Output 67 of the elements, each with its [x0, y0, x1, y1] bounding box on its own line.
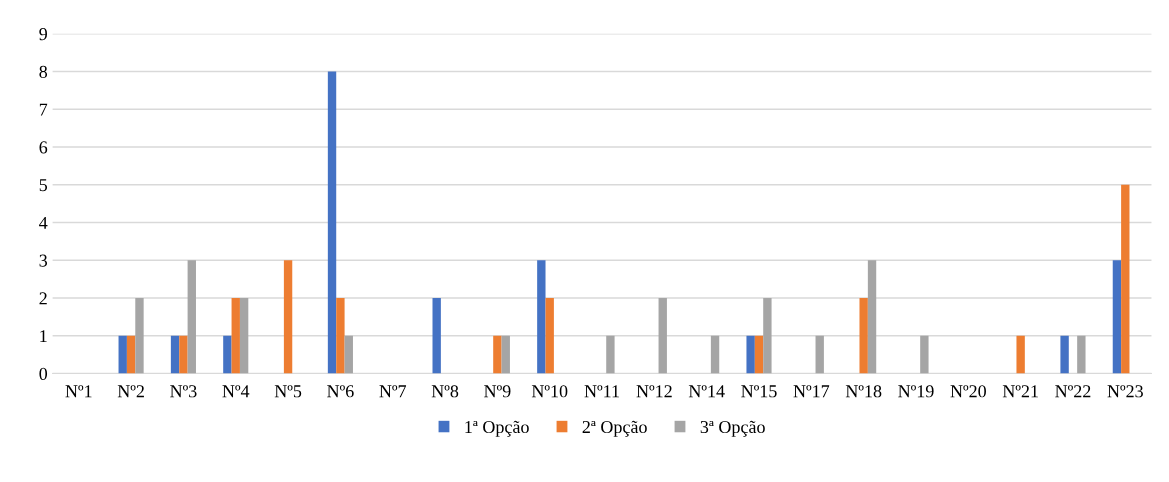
- x-tick-label: Nº7: [379, 385, 407, 398]
- bar: [283, 260, 293, 374]
- y-tick-label: 6: [39, 141, 48, 154]
- bar: [187, 260, 196, 374]
- y-tick-label: 2: [39, 292, 47, 305]
- bar: [432, 298, 441, 374]
- y-tick-label: 5: [39, 179, 48, 192]
- y-tick-label: 3: [39, 254, 48, 267]
- bar: [135, 298, 144, 374]
- legend-label: 2ª Opção: [582, 420, 647, 437]
- x-tick-label: Nº9: [484, 385, 511, 398]
- bar: [815, 335, 824, 374]
- x-tick-label: Nº18: [845, 385, 882, 398]
- x-tick-label: Nº22: [1055, 385, 1091, 398]
- x-tick-label: Nº2: [117, 385, 144, 398]
- bar: [231, 298, 240, 374]
- x-tick-label: Nº1: [65, 385, 92, 398]
- bar: [754, 335, 764, 374]
- bar: [606, 335, 615, 374]
- x-tick-label: Nº21: [1002, 385, 1038, 398]
- x-tick-label: Nº23: [1107, 385, 1143, 398]
- x-tick-label: Nº15: [741, 385, 777, 398]
- bar: [344, 335, 353, 374]
- y-tick-label: 9: [39, 28, 47, 41]
- x-tick-label: Nº14: [688, 385, 725, 398]
- legend-label: 3ª Opção: [700, 420, 765, 437]
- x-tick-label: Nº19: [898, 385, 934, 398]
- bar: [126, 335, 136, 374]
- x-tick-label: Nº3: [170, 385, 197, 398]
- bar: [170, 335, 180, 374]
- bar: [537, 260, 546, 374]
- bar: [1077, 335, 1086, 374]
- bar: [118, 335, 127, 374]
- bar: [223, 335, 232, 374]
- bar: [327, 71, 337, 374]
- x-tick-label: Nº6: [327, 385, 354, 398]
- bar: [179, 335, 188, 374]
- bar: [1060, 335, 1069, 374]
- legend-label: 1ª Opção: [465, 420, 529, 437]
- y-tick-label: 7: [39, 103, 48, 116]
- bar: [658, 298, 667, 374]
- bar: [336, 298, 345, 374]
- bar: [920, 335, 929, 374]
- x-tick-label: Nº11: [584, 385, 619, 398]
- bar: [1016, 335, 1025, 374]
- bar: [763, 298, 772, 374]
- x-tick-label: Nº10: [531, 385, 568, 398]
- bar: [746, 335, 755, 374]
- x-tick-label: Nº17: [793, 385, 830, 398]
- bar: [501, 335, 510, 374]
- bar: [859, 298, 868, 374]
- y-tick-label: 4: [39, 216, 48, 229]
- y-tick-label: 8: [39, 65, 48, 78]
- bar: [239, 298, 249, 374]
- x-tick-label: Nº8: [431, 385, 459, 398]
- x-tick-label: Nº12: [636, 385, 672, 398]
- bar: [545, 298, 554, 374]
- bar: [710, 335, 720, 374]
- y-tick-label: 0: [39, 367, 48, 380]
- x-tick-label: Nº4: [222, 385, 250, 398]
- bar: [493, 335, 502, 374]
- y-tick-label: 1: [40, 330, 47, 343]
- x-tick-label: Nº20: [950, 385, 986, 398]
- bar: [1121, 184, 1130, 374]
- x-tick-label: Nº5: [274, 385, 302, 398]
- bar: [867, 260, 877, 374]
- bar: [1112, 260, 1122, 374]
